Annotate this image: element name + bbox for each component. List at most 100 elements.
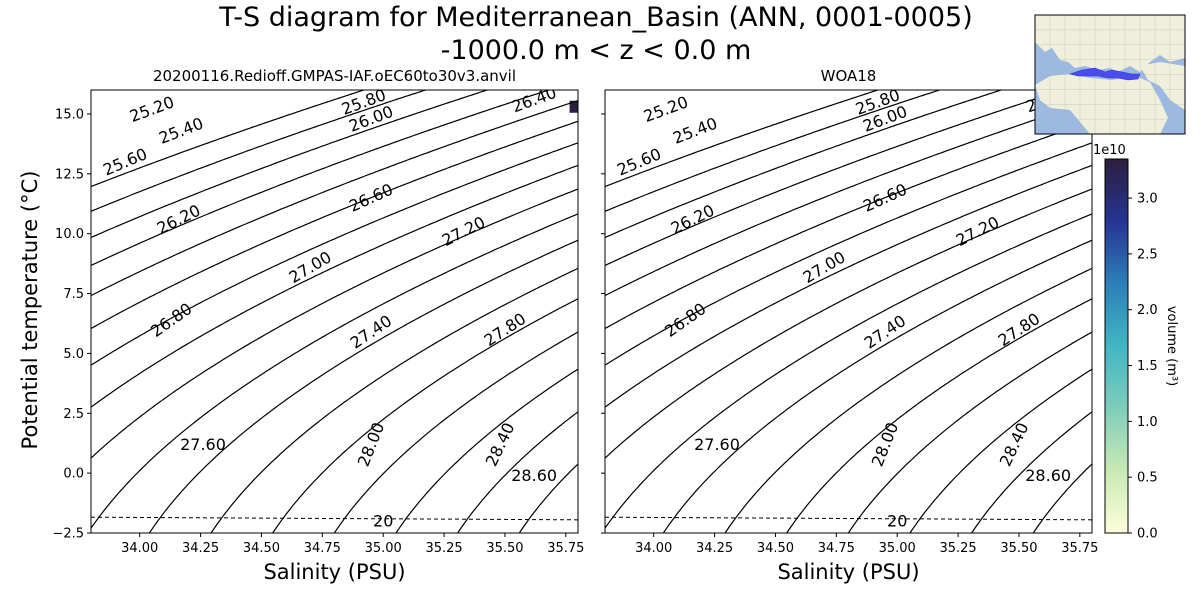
plot-area-model: 25.2025.4025.6025.8026.0026.2026.4026.60… bbox=[91, 90, 578, 533]
x-tick-label-obs-3: 34.75 bbox=[818, 541, 855, 556]
contour-label-obs-27.20: 27.20 bbox=[953, 212, 1002, 250]
isopycnal-obs-26.40-0 bbox=[605, 142, 1092, 366]
inset-map bbox=[1034, 14, 1186, 135]
y-tick-label-model-1: 0.0 bbox=[63, 467, 84, 482]
contour-label-obs-27.00: 27.00 bbox=[800, 247, 849, 287]
colorbar-tick-label-2: 1.0 bbox=[1137, 415, 1158, 430]
panel-title-model: 20200116.Redioff.GMPAS-IAF.oEC60to30v3.a… bbox=[152, 67, 517, 85]
contour-label-model-28.40: 28.40 bbox=[482, 420, 519, 470]
panel-title-obs: WOA18 bbox=[820, 67, 877, 85]
isopycnal-obs-27.40-0 bbox=[724, 267, 1092, 533]
isopycnal-model-26.60-0 bbox=[91, 164, 578, 408]
axes-frame-model bbox=[90, 89, 579, 534]
freezing-line-model bbox=[91, 516, 578, 521]
isopycnal-model-27.40-0 bbox=[210, 267, 578, 533]
isopycnal-obs-26.00-0 bbox=[605, 100, 1092, 297]
isopycnal-model-26.20-0 bbox=[91, 120, 578, 330]
contour-label-obs-27.60: 27.60 bbox=[694, 435, 740, 454]
contour-label-model-26.60: 26.60 bbox=[346, 180, 396, 216]
isopycnal-model-25.60-0 bbox=[91, 90, 490, 239]
x-tick-label-obs-5: 35.25 bbox=[939, 541, 976, 556]
colorbar-exponent: 1e10 bbox=[1093, 143, 1126, 158]
y-tick-label-model-7: 15.0 bbox=[55, 107, 84, 122]
y-tick-label-model-0: −2.5 bbox=[52, 527, 84, 542]
y-tick-label-model-3: 5.0 bbox=[63, 347, 84, 362]
isopycnal-model-27.80-0 bbox=[333, 331, 578, 533]
isopycnal-model-27.60-0 bbox=[271, 298, 578, 533]
isopycnal-obs-25.60-0 bbox=[605, 90, 1004, 239]
contour-label-model-27.40: 27.40 bbox=[347, 311, 396, 352]
x-tick-label-obs-1: 34.25 bbox=[696, 541, 733, 556]
contour-label-obs-27.80: 27.80 bbox=[995, 309, 1044, 350]
isopycnal-model-26.40-0 bbox=[91, 142, 578, 366]
colorbar-label: volume (m³) bbox=[1164, 306, 1179, 386]
contour-label-model-25.20: 25.20 bbox=[127, 92, 177, 126]
isopycnal-obs-27.20-0 bbox=[662, 239, 1092, 533]
figure-title: T-S diagram for Mediterranean_Basin (ANN… bbox=[219, 2, 973, 33]
isopycnal-model-28.20-0 bbox=[456, 411, 578, 533]
x-tick-label-obs-7: 35.75 bbox=[1061, 541, 1098, 556]
isopycnal-model-25.40-0 bbox=[91, 90, 428, 212]
contour-label-obs-27.40: 27.40 bbox=[861, 311, 910, 352]
y-tick-label-model-6: 12.5 bbox=[55, 167, 84, 182]
x-tick-label-model-7: 35.75 bbox=[547, 541, 584, 556]
y-tick-label-model-4: 7.5 bbox=[63, 287, 84, 302]
x-tick-label-obs-0: 34.00 bbox=[635, 541, 672, 556]
map-frame bbox=[1034, 14, 1186, 135]
contour-label-model-26.20: 26.20 bbox=[154, 201, 203, 238]
isopycnal-obs-25.20-0 bbox=[605, 90, 880, 188]
isopycnal-model-28.00-0 bbox=[395, 368, 578, 533]
x-tick-label-model-3: 34.75 bbox=[304, 541, 341, 556]
isopycnal-obs-27.80-0 bbox=[847, 331, 1092, 533]
isopycnal-obs-26.80-0 bbox=[605, 188, 1092, 459]
isopycnal-obs-28.40-0 bbox=[1032, 463, 1092, 533]
x-tick-label-model-2: 34.50 bbox=[243, 541, 280, 556]
contour-label-obs-26.80: 26.80 bbox=[661, 299, 709, 341]
isopycnal-model-25.80-0 bbox=[91, 90, 551, 267]
freezing-line-obs bbox=[605, 516, 1092, 521]
x-tick-label-model-5: 35.25 bbox=[425, 541, 462, 556]
contour-label-obs-26.60: 26.60 bbox=[860, 180, 910, 216]
colorbar bbox=[1104, 158, 1129, 534]
y-tick-label-model-2: 2.5 bbox=[63, 407, 84, 422]
contour-label-model-27.00: 27.00 bbox=[286, 247, 335, 287]
x-tick-label-model-1: 34.25 bbox=[182, 541, 219, 556]
colorbar-tick-label-1: 0.5 bbox=[1137, 471, 1158, 486]
isopycnal-model-27.00-0 bbox=[91, 213, 578, 529]
isopycnal-obs-28.20-0 bbox=[970, 411, 1092, 533]
contour-label-obs-28.00: 28.00 bbox=[868, 420, 903, 470]
contour-label-obs-25.60: 25.60 bbox=[614, 144, 664, 179]
contour-label-model-28.60: 28.60 bbox=[511, 466, 557, 485]
isopycnal-model-28.40-0 bbox=[518, 463, 578, 533]
colorbar-tick-label-4: 2.0 bbox=[1137, 303, 1158, 318]
colorbar-tick-label-0: 0.0 bbox=[1137, 527, 1158, 542]
map-region-mediterranean bbox=[1068, 67, 1141, 81]
isopycnal-model-25.20-0 bbox=[91, 90, 366, 188]
contour-label-obs-26.20: 26.20 bbox=[668, 201, 717, 238]
contour-label-model-27.80: 27.80 bbox=[481, 309, 530, 350]
contour-label-model-28.00: 28.00 bbox=[354, 420, 389, 470]
isopycnal-obs-25.40-0 bbox=[605, 90, 942, 212]
contour-label-obs-28.60: 28.60 bbox=[1025, 466, 1071, 485]
x-axis-label-obs: Salinity (PSU) bbox=[777, 560, 920, 584]
contour-label-model-20: 20 bbox=[373, 512, 393, 531]
contour-label-model-27.20: 27.20 bbox=[439, 212, 488, 250]
x-tick-label-obs-4: 35.00 bbox=[879, 541, 916, 556]
isopycnal-obs-26.20-0 bbox=[605, 120, 1092, 330]
isopycnal-model-27.20-0 bbox=[148, 239, 578, 533]
contour-label-model-26.80: 26.80 bbox=[147, 299, 195, 341]
isopycnal-obs-27.00-0 bbox=[605, 213, 1092, 529]
x-tick-label-obs-6: 35.50 bbox=[1000, 541, 1037, 556]
contour-label-obs-28.40: 28.40 bbox=[996, 420, 1033, 470]
x-tick-label-model-6: 35.50 bbox=[486, 541, 523, 556]
plot-area-obs: 25.2025.4025.6025.8026.0026.2026.4026.60… bbox=[605, 90, 1092, 533]
isopycnal-obs-28.00-0 bbox=[909, 368, 1092, 533]
contour-label-model-25.40: 25.40 bbox=[156, 114, 206, 148]
colorbar-tick-label-5: 2.5 bbox=[1137, 247, 1158, 262]
x-tick-label-model-0: 34.00 bbox=[121, 541, 158, 556]
isopycnal-model-26.00-0 bbox=[91, 100, 578, 297]
x-tick-label-model-4: 35.00 bbox=[365, 541, 402, 556]
axes-frame-obs bbox=[604, 89, 1093, 534]
x-tick-label-obs-2: 34.50 bbox=[757, 541, 794, 556]
